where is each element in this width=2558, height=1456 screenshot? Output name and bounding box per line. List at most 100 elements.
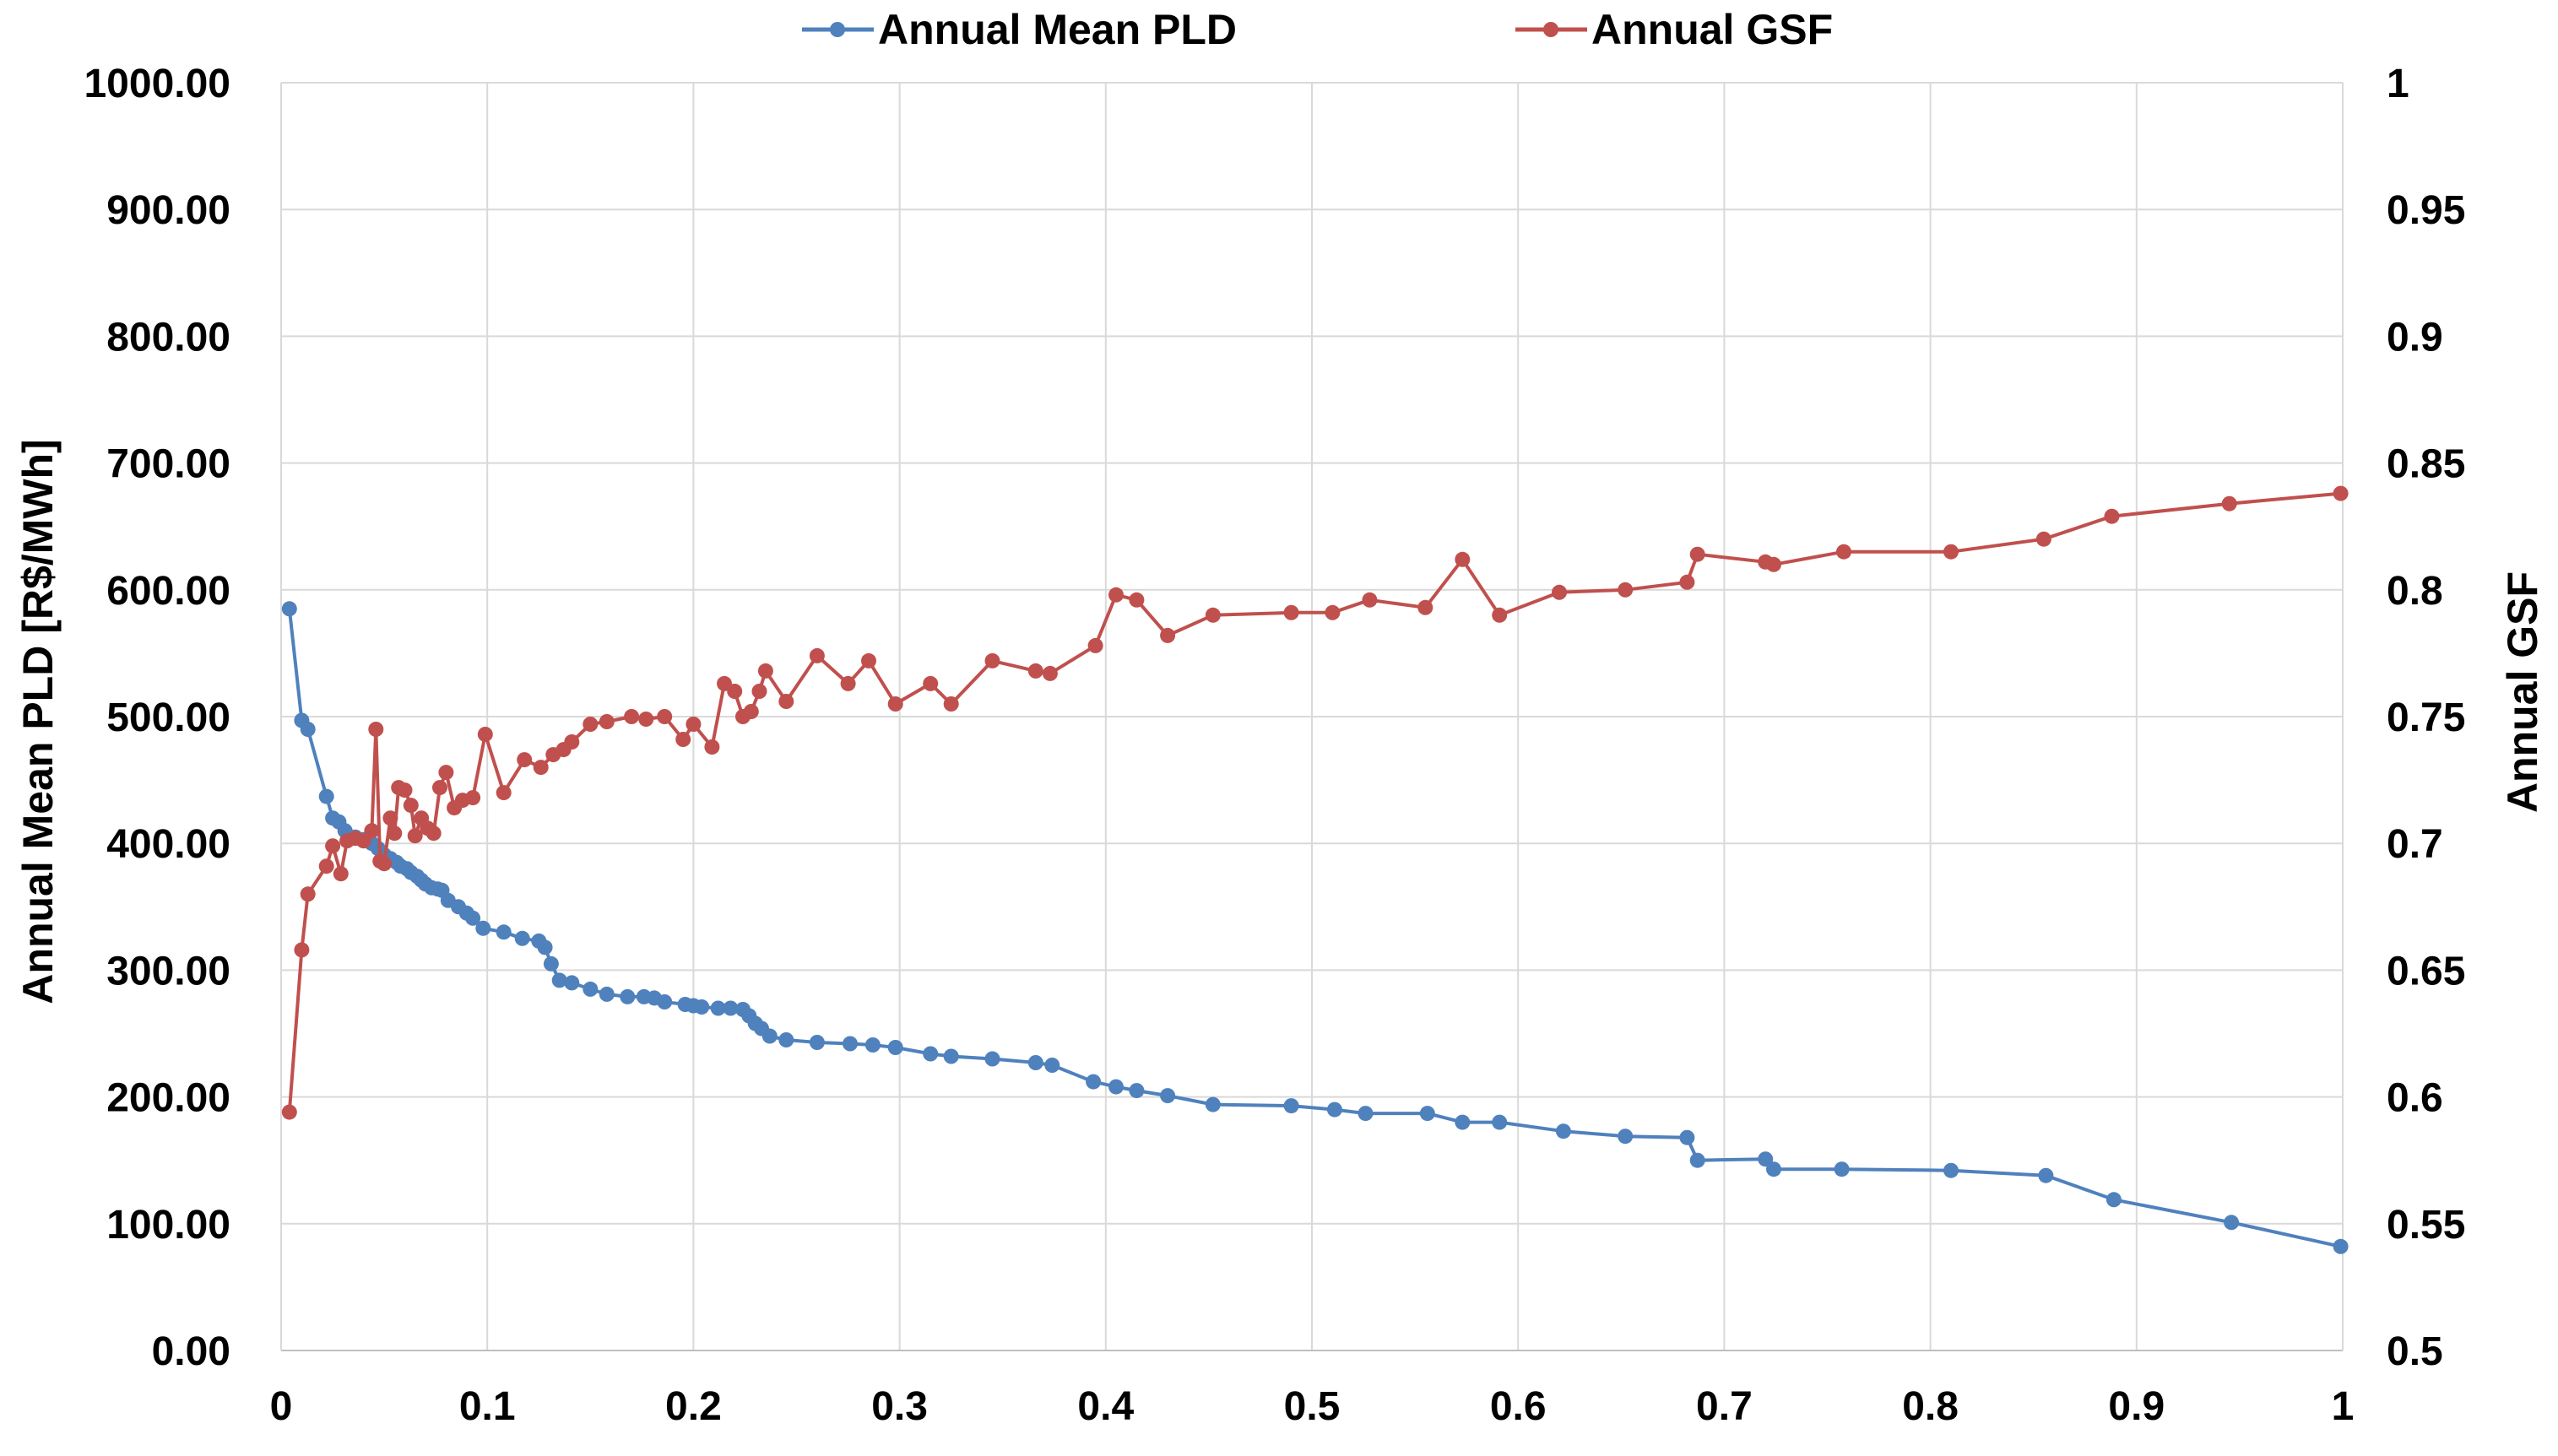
data-point-annual-gsf bbox=[599, 714, 615, 729]
x-tick-label: 0.6 bbox=[1490, 1384, 1547, 1429]
data-point-annual-mean-pld bbox=[551, 972, 567, 988]
data-point-annual-gsf bbox=[1283, 604, 1299, 620]
x-tick-label: 0.8 bbox=[1902, 1384, 1959, 1429]
right-axis-title: Annual GSF bbox=[2499, 571, 2546, 813]
data-point-annual-gsf bbox=[2221, 495, 2237, 511]
data-point-annual-gsf bbox=[1679, 574, 1695, 590]
data-point-annual-gsf bbox=[517, 752, 533, 768]
right-tick-label: 1 bbox=[2387, 62, 2409, 106]
series-annual-gsf bbox=[281, 485, 2349, 1120]
x-tick-label: 0.9 bbox=[2108, 1384, 2165, 1429]
right-tick-label: 0.75 bbox=[2387, 696, 2465, 740]
data-point-annual-gsf bbox=[1455, 551, 1471, 567]
data-point-annual-mean-pld bbox=[984, 1051, 1000, 1067]
left-tick-label: 0.00 bbox=[152, 1329, 230, 1374]
data-point-annual-mean-pld bbox=[1455, 1114, 1471, 1130]
right-axis-tick-labels: 0.5 0.55 0.6 0.65 0.7 0.75 0.8 0.85 0.9 0.95 1 bbox=[2387, 62, 2465, 1374]
data-point-annual-gsf bbox=[1618, 582, 1634, 598]
data-point-annual-mean-pld bbox=[1086, 1074, 1102, 1090]
data-point-annual-mean-pld bbox=[761, 1028, 778, 1044]
right-tick-label: 0.85 bbox=[2387, 442, 2465, 487]
right-tick-label: 0.5 bbox=[2387, 1329, 2443, 1374]
left-axis-tick-labels: 0.00 100.00 200.00 300.00 400.00 500.00 600.00… bbox=[84, 62, 230, 1374]
data-point-annual-mean-pld bbox=[318, 788, 334, 804]
data-point-annual-gsf bbox=[1492, 607, 1508, 623]
data-point-annual-mean-pld bbox=[496, 924, 512, 940]
data-point-annual-mean-pld bbox=[543, 955, 559, 972]
right-tick-label: 0.65 bbox=[2387, 949, 2465, 993]
data-point-annual-gsf bbox=[743, 704, 759, 719]
data-point-annual-gsf bbox=[318, 858, 334, 874]
data-point-annual-gsf bbox=[1325, 604, 1341, 620]
data-point-annual-gsf bbox=[751, 684, 767, 699]
data-point-annual-mean-pld bbox=[2224, 1215, 2240, 1231]
x-axis-tick-labels: 0 0.1 0.2 0.3 0.4 0.5 0.6 0.7 0.8 0.9 1 bbox=[270, 1384, 2355, 1429]
data-point-annual-mean-pld bbox=[1766, 1161, 1781, 1177]
legend-marker-pld bbox=[830, 22, 845, 37]
data-point-annual-mean-pld bbox=[694, 999, 710, 1015]
data-point-annual-gsf bbox=[1417, 599, 1433, 615]
data-point-annual-mean-pld bbox=[1492, 1114, 1508, 1130]
data-point-annual-mean-pld bbox=[1283, 1098, 1299, 1114]
left-tick-label: 100.00 bbox=[106, 1203, 230, 1248]
data-point-annual-mean-pld bbox=[943, 1048, 959, 1064]
data-point-annual-mean-pld bbox=[1027, 1055, 1043, 1070]
data-point-annual-gsf bbox=[407, 828, 423, 844]
legend-label-gsf: Annual GSF bbox=[1591, 6, 1833, 53]
x-tick-label: 1 bbox=[2332, 1384, 2355, 1429]
x-tick-label: 0.1 bbox=[459, 1384, 516, 1429]
data-point-annual-mean-pld bbox=[1834, 1161, 1850, 1177]
right-tick-label: 0.9 bbox=[2387, 315, 2443, 360]
data-point-annual-gsf bbox=[403, 798, 419, 814]
data-point-annual-gsf bbox=[465, 790, 481, 806]
x-tick-label: 0.3 bbox=[871, 1384, 928, 1429]
left-tick-label: 800.00 bbox=[106, 315, 230, 360]
data-point-annual-gsf bbox=[496, 785, 512, 801]
data-point-annual-gsf bbox=[1108, 587, 1124, 603]
data-point-annual-mean-pld bbox=[2038, 1167, 2054, 1183]
legend-label-pld: Annual Mean PLD bbox=[878, 6, 1237, 53]
data-point-annual-gsf bbox=[1160, 627, 1176, 643]
data-point-annual-gsf bbox=[364, 823, 380, 839]
data-point-annual-gsf bbox=[1836, 544, 1851, 560]
data-point-annual-mean-pld bbox=[809, 1035, 825, 1050]
data-point-annual-gsf bbox=[757, 663, 773, 679]
data-point-annual-gsf bbox=[638, 712, 654, 727]
data-point-annual-gsf bbox=[377, 856, 393, 872]
legend-marker-gsf bbox=[1543, 22, 1558, 37]
data-point-annual-mean-pld bbox=[1555, 1123, 1571, 1139]
data-point-annual-mean-pld bbox=[723, 1000, 739, 1016]
data-point-annual-mean-pld bbox=[1044, 1058, 1060, 1073]
data-point-annual-mean-pld bbox=[300, 722, 316, 737]
left-tick-label: 300.00 bbox=[106, 949, 230, 993]
data-point-annual-mean-pld bbox=[657, 994, 673, 1009]
data-point-annual-gsf bbox=[281, 1104, 297, 1120]
data-point-annual-gsf bbox=[397, 782, 413, 798]
data-point-annual-gsf bbox=[1042, 665, 1058, 681]
data-point-annual-gsf bbox=[564, 734, 580, 750]
data-point-annual-mean-pld bbox=[843, 1036, 858, 1052]
data-point-annual-mean-pld bbox=[475, 920, 491, 936]
data-point-annual-gsf bbox=[686, 717, 702, 732]
left-tick-label: 500.00 bbox=[106, 696, 230, 740]
data-point-annual-gsf bbox=[1205, 607, 1221, 623]
data-point-annual-mean-pld bbox=[1129, 1083, 1145, 1099]
x-tick-label: 0.4 bbox=[1077, 1384, 1134, 1429]
data-point-annual-gsf bbox=[355, 833, 371, 849]
data-point-annual-gsf bbox=[1943, 544, 1959, 560]
data-point-annual-gsf bbox=[923, 675, 939, 691]
data-point-annual-mean-pld bbox=[1618, 1129, 1634, 1145]
data-point-annual-mean-pld bbox=[710, 1000, 726, 1016]
left-tick-label: 900.00 bbox=[106, 188, 230, 233]
x-tick-label: 0 bbox=[270, 1384, 293, 1429]
data-point-annual-gsf bbox=[2333, 485, 2349, 501]
data-point-annual-gsf bbox=[984, 652, 1000, 668]
data-point-annual-mean-pld bbox=[514, 930, 530, 946]
data-point-annual-mean-pld bbox=[1358, 1106, 1374, 1122]
data-point-annual-gsf bbox=[387, 825, 403, 842]
data-point-annual-gsf bbox=[333, 866, 349, 882]
data-point-annual-mean-pld bbox=[2333, 1238, 2349, 1254]
data-point-annual-mean-pld bbox=[1108, 1079, 1124, 1095]
right-tick-label: 0.95 bbox=[2387, 188, 2465, 233]
